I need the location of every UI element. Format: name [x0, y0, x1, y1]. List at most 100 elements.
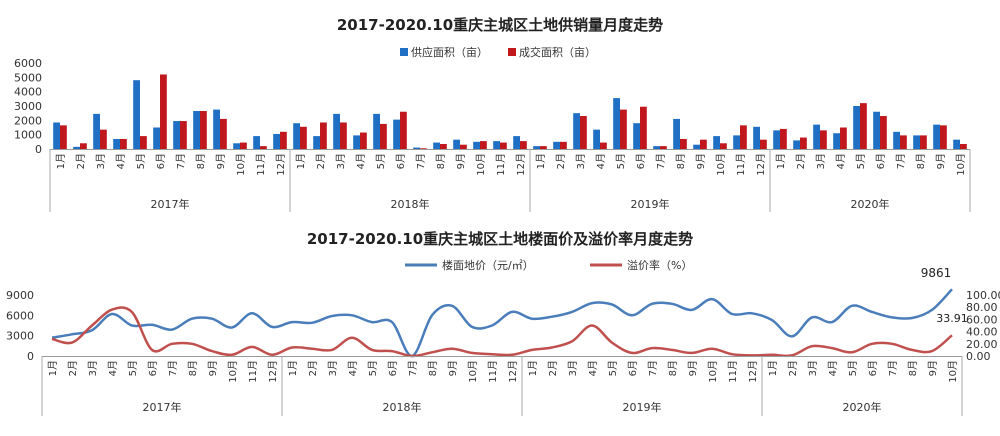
supply-bar: [273, 133, 280, 149]
chart1-title: 2017-2020.10重庆主城区土地供销量月度走势: [337, 16, 663, 34]
supply-bar: [373, 113, 380, 149]
chart2-lines: [51, 288, 953, 358]
chart2-x-tick-label: 12月: [747, 360, 759, 383]
chart1-x-tick-label: 4月: [835, 153, 847, 169]
chart1-x-tick-label: 8月: [675, 153, 687, 169]
chart2-x-tick-label: 2月: [787, 360, 799, 376]
chart2-right-tick-label: 60.00: [966, 313, 998, 326]
chart1-y-tick-label: 1000: [14, 129, 42, 142]
sales-bar: [860, 103, 867, 149]
supply-bar: [513, 136, 520, 149]
chart1-x-tick-label: 4月: [115, 153, 127, 169]
chart1-bars: [53, 74, 967, 149]
chart1-x-tick-label: 11月: [735, 153, 747, 176]
supply-bar: [93, 113, 100, 149]
chart2-x-tick-label: 1月: [47, 360, 59, 376]
sales-bar: [120, 138, 127, 149]
supply-bar: [193, 111, 200, 149]
sales-bar: [620, 109, 627, 149]
chart2-x-tick-label: 7月: [887, 360, 899, 376]
sales-bar: [700, 139, 707, 149]
chart2-x-tick-label: 8月: [187, 360, 199, 376]
sales-bar: [80, 143, 87, 149]
chart2-x-tick-label: 6月: [147, 360, 159, 376]
sales-bar: [140, 136, 147, 149]
chart2-x-tick-label: 10月: [467, 360, 479, 383]
supply-bar: [293, 123, 300, 149]
chart2-x-tick-label: 11月: [247, 360, 259, 383]
sales-bar: [300, 126, 307, 149]
chart2-x-tick-label: 10月: [707, 360, 719, 383]
chart1-x-tick-label: 4月: [595, 153, 607, 169]
sales-bar: [640, 106, 647, 149]
chart1-x-tick-label: 9月: [215, 153, 227, 169]
chart1-x-tick-label: 7月: [895, 153, 907, 169]
chart1-x-tick-label: 1月: [535, 153, 547, 169]
sales-bar: [680, 138, 687, 149]
sales-bar: [60, 125, 67, 149]
chart2-x-tick-label: 4月: [587, 360, 599, 376]
chart1-x-tick-label: 9月: [695, 153, 707, 169]
chart2-x-tick-label: 9月: [447, 360, 459, 376]
sales-bar: [380, 123, 387, 149]
chart2-x-tick-label: 6月: [867, 360, 879, 376]
sales-bar: [260, 146, 267, 149]
chart1-x-tick-label: 1月: [55, 153, 67, 169]
chart1-x-tick-label: 12月: [275, 153, 287, 176]
chart1-x-tick-label: 9月: [935, 153, 947, 169]
supply-bar: [413, 147, 420, 149]
sales-bar: [600, 142, 607, 149]
chart2-right-tick-label: 0.00: [966, 350, 991, 363]
chart1-y-tick-label: 4000: [14, 86, 42, 99]
chart2-x-tick-label: 5月: [847, 360, 859, 376]
supply-bar: [833, 133, 840, 149]
sales-bar: [720, 143, 727, 149]
supply-bar: [393, 119, 400, 149]
supply-sales-chart: 2017-2020.10重庆主城区土地供销量月度走势 供应面积（亩） 成交面积（…: [14, 16, 971, 212]
chart1-x-tick-label: 6月: [635, 153, 647, 169]
chart2-x-tick-label: 12月: [267, 360, 279, 383]
sales-bar: [480, 141, 487, 149]
chart1-x-tick-label: 10月: [475, 153, 487, 176]
supply-bar: [233, 143, 240, 149]
chart1-x-tick-label: 6月: [395, 153, 407, 169]
chart2-x-tick-label: 3月: [327, 360, 339, 376]
chart1-y-tick-label: 2000: [14, 114, 42, 127]
chart2-x-tick-label: 1月: [767, 360, 779, 376]
chart2-left-tick-label: 6000: [6, 309, 34, 322]
sales-bar: [420, 148, 427, 149]
supply-bar: [573, 113, 580, 149]
supply-bar: [493, 141, 500, 149]
chart1-x-tick-label: 10月: [715, 153, 727, 176]
sales-bar: [880, 116, 887, 149]
supply-bar: [733, 135, 740, 149]
supply-bar: [613, 98, 620, 149]
chart2-year-label: 2018年: [383, 400, 422, 414]
supply-bar: [773, 130, 780, 149]
chart2-x-tick-label: 8月: [907, 360, 919, 376]
chart2-right-tick-label: 40.00: [966, 326, 998, 339]
chart2-title: 2017-2020.10重庆主城区土地楼面价及溢价率月度走势: [307, 230, 693, 248]
supply-bar: [173, 121, 180, 149]
supply-bar: [313, 136, 320, 149]
chart2-x-tick-label: 3月: [807, 360, 819, 376]
chart1-legend-swatch-supply: [400, 48, 408, 56]
chart2-right-tick-label: 20.00: [966, 338, 998, 351]
chart2-left-tick-label: 0: [27, 350, 34, 363]
chart1-x-tick-label: 4月: [355, 153, 367, 169]
chart2-x-tick-label: 8月: [667, 360, 679, 376]
chart1-x-tick-label: 6月: [875, 153, 887, 169]
chart1-x-tick-label: 7月: [175, 153, 187, 169]
chart2-x-tick-label: 10月: [227, 360, 239, 383]
chart1-x-tick-label: 8月: [435, 153, 447, 169]
sales-bar: [560, 141, 567, 149]
chart2-x-tick-label: 6月: [387, 360, 399, 376]
supply-bar: [53, 122, 60, 149]
chart2-x-tick-label: 3月: [567, 360, 579, 376]
premium-line: [51, 306, 953, 358]
chart1-x-tick-label: 11月: [495, 153, 507, 176]
sales-bar: [740, 125, 747, 149]
supply-bar: [333, 113, 340, 149]
chart2-legend-premium: 溢价率（%）: [627, 258, 692, 272]
